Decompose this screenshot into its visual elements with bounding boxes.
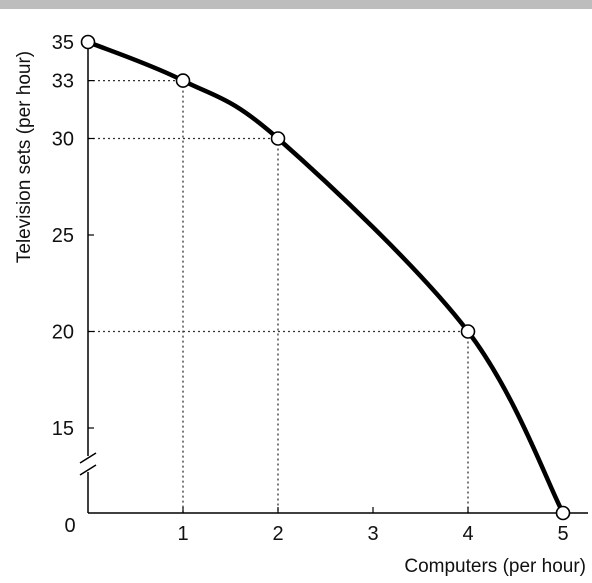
guide-lines [88,79,469,513]
y-tick-label: 33 [52,71,74,93]
header-bar [0,0,592,9]
data-point [555,505,571,521]
y-tick-label: 30 [52,129,74,151]
y-tick-label: 25 [52,225,74,247]
x-tick-label: 5 [557,523,568,545]
data-point [460,324,476,339]
x-tick-label: 4 [462,523,473,545]
data-point [80,34,96,50]
y-tick-label: 20 [52,322,74,344]
ppf-curve [85,39,566,516]
data-point [175,73,191,88]
axis-break-mark-1 [79,452,97,464]
x-tick-label: 2 [272,523,283,545]
axes [79,42,588,514]
axis-break-mark-2 [79,464,97,476]
origin-label: 0 [64,515,75,537]
y-tick-label: 35 [52,32,74,54]
data-point [270,131,286,146]
data-points [80,34,571,521]
x-tick-label: 1 [177,523,188,545]
x-axis-title: Computers (per hour) [404,556,586,577]
y-axis-title: Television sets (per hour) [14,51,35,263]
x-tick-label: 3 [367,523,378,545]
y-tick-label: 15 [52,418,74,440]
